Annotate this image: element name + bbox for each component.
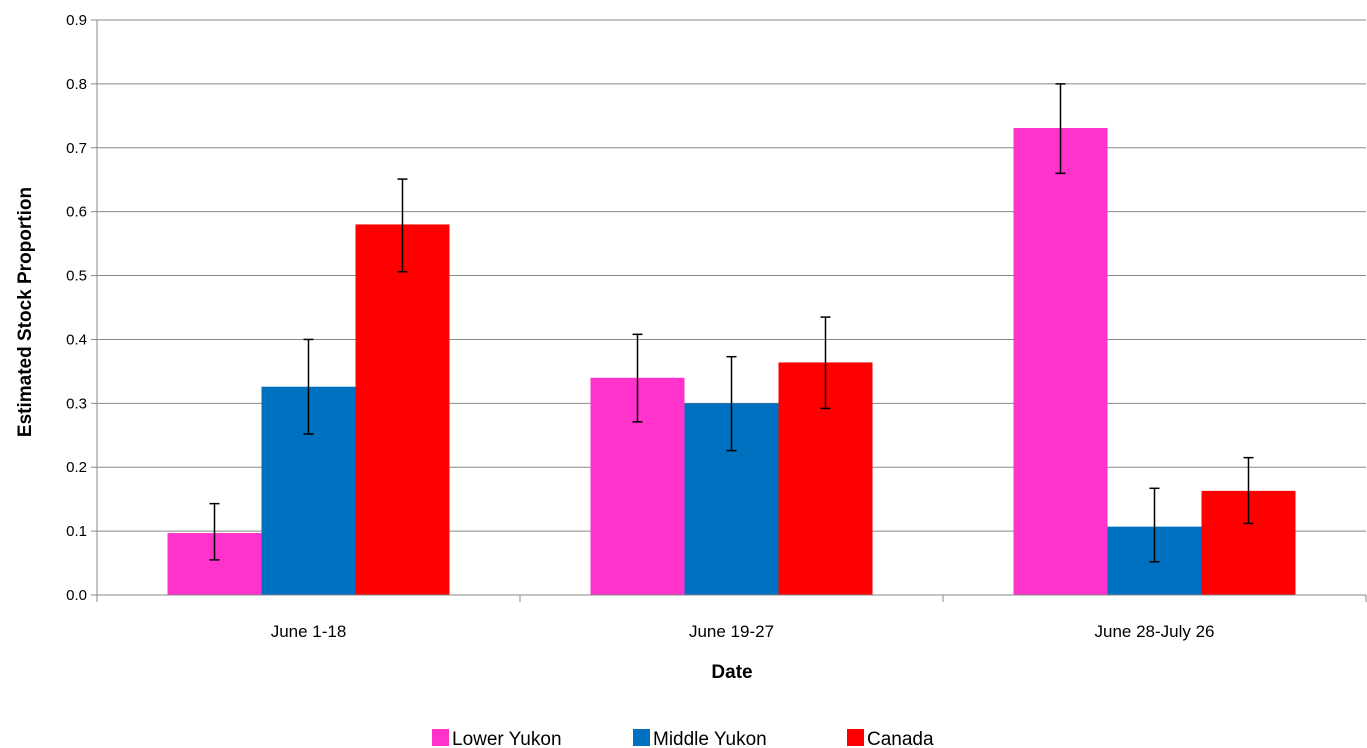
legend-label: Canada [867,729,934,748]
legend-swatch [633,729,650,746]
y-tick-label: 0.2 [66,459,87,476]
x-tick-label: June 1-18 [271,622,347,641]
bar [355,224,450,595]
legend-label: Lower Yukon [452,729,562,748]
y-tick-label: 0.8 [66,76,87,93]
bars [167,127,1296,595]
y-tick-label: 0.1 [66,523,87,540]
x-tick-label: June 19-27 [689,622,774,641]
legend-swatch [432,729,449,746]
y-tick-label: 0.0 [66,587,87,604]
y-axis-title: Estimated Stock Proportion [15,187,36,437]
y-tick-label: 0.5 [66,268,87,285]
legend: Lower Yukon Middle Yukon Canada [432,729,934,748]
legend-label: Middle Yukon [653,729,767,748]
error-bars [209,83,1254,563]
y-tick-label: 0.7 [66,140,87,157]
axes [91,19,1367,602]
y-tick-labels: 0.0 0.1 0.2 0.3 0.4 0.5 0.6 0.7 0.8 0.9 [66,12,87,604]
legend-swatch [847,729,864,746]
y-tick-label: 0.9 [66,12,87,29]
bar [1013,127,1108,595]
y-tick-label: 0.4 [66,331,87,348]
y-tick-label: 0.6 [66,204,87,221]
x-axis-title: Date [711,662,752,683]
x-tick-label: June 28-July 26 [1094,622,1214,641]
x-tick-labels: June 1-18 June 19-27 June 28-July 26 [271,622,1215,641]
y-tick-label: 0.3 [66,395,87,412]
